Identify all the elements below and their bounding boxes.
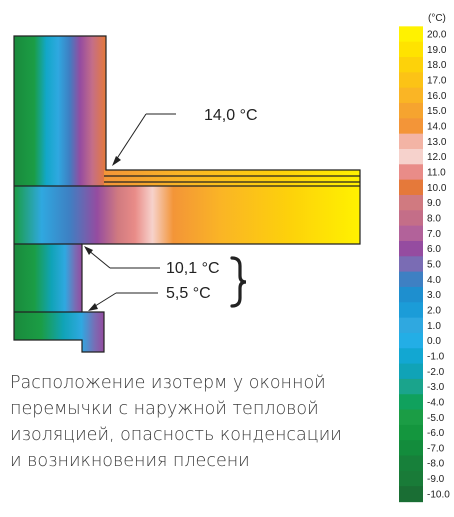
annotation-top: 14,0 °C: [112, 107, 258, 166]
temperature-scale: (°C) 20.0 19.0 18.0 17.0 16.0 15.0 14.0 13.0 12.…: [399, 13, 450, 503]
scale-label: -10.0: [427, 489, 450, 500]
scale-label: 9.0: [427, 198, 441, 209]
scale-swatch: [399, 179, 423, 196]
caption-line-4: и возникновения плесени: [10, 451, 250, 471]
scale-swatch: [399, 41, 423, 58]
caption-line-2: перемычки с наружной тепловой: [10, 399, 319, 419]
scale-swatch: [399, 286, 423, 303]
scale-label: -7.0: [427, 443, 445, 454]
scale-label: 19.0: [427, 45, 447, 56]
scale-swatch: [399, 26, 423, 43]
scale-label: 6.0: [427, 244, 441, 255]
scale-swatch: [399, 271, 423, 288]
caption-line-3: изоляцией, опасность конденсации: [10, 425, 342, 445]
scale-label: 10.0: [427, 183, 447, 194]
lintel-beam: [14, 186, 360, 244]
scale-label: -4.0: [427, 397, 445, 408]
scale-label: 18.0: [427, 60, 447, 71]
scale-label: 20.0: [427, 30, 447, 41]
scale-swatch: [399, 470, 423, 487]
upper-wall: [14, 36, 106, 186]
scale-swatch: [399, 440, 423, 457]
scale-label: 2.0: [427, 305, 441, 316]
scale-swatch: [399, 256, 423, 273]
scale-label: 8.0: [427, 213, 441, 224]
scale-swatch: [399, 240, 423, 257]
caption: Расположение изотерм у оконной перемычки…: [10, 370, 390, 474]
scale-swatch: [399, 102, 423, 119]
scale-label: -5.0: [427, 413, 445, 424]
scale-label: 3.0: [427, 290, 441, 301]
scale-label: 5.0: [427, 259, 441, 270]
annotation-low: 5,5 °C: [88, 285, 211, 311]
annotation-top-label: 14,0 °C: [204, 107, 258, 124]
scale-swatch: [399, 394, 423, 411]
scale-swatch: [399, 56, 423, 73]
scale-label: 0.0: [427, 336, 441, 347]
scale-swatch: [399, 363, 423, 380]
scale-label: 12.0: [427, 152, 447, 163]
annotation-mid-label: 10,1 °C: [166, 260, 220, 277]
scale-swatch: [399, 118, 423, 135]
scale-label: 15.0: [427, 106, 447, 117]
construction-outline: [13, 35, 361, 353]
scale-swatch: [399, 225, 423, 242]
scale-label: 7.0: [427, 229, 441, 240]
scale-label: -8.0: [427, 459, 445, 470]
scale-swatch: [399, 194, 423, 211]
scale-swatch: [399, 148, 423, 165]
scale-swatch: [399, 133, 423, 150]
scale-label: 17.0: [427, 75, 447, 86]
scale-swatch: [399, 348, 423, 365]
scale-label: -6.0: [427, 428, 445, 439]
scale-label: 14.0: [427, 121, 447, 132]
scale-swatch: [399, 317, 423, 334]
scale-label: 13.0: [427, 137, 447, 148]
scale-swatch: [399, 302, 423, 319]
scale-label: -1.0: [427, 351, 445, 362]
scale-swatch: [399, 164, 423, 181]
scale-label: 16.0: [427, 91, 447, 102]
scale-swatch: [399, 210, 423, 227]
annotation-low-label: 5,5 °C: [166, 285, 211, 302]
annotation-mid: 10,1 °C: [84, 246, 220, 277]
caption-line-1: Расположение изотерм у оконной: [10, 373, 326, 393]
scale-swatch: [399, 455, 423, 472]
scale-label: -9.0: [427, 474, 445, 485]
scale-label: 1.0: [427, 321, 441, 332]
scale-label: 4.0: [427, 275, 441, 286]
brace: [230, 256, 247, 308]
scale-label: -3.0: [427, 382, 445, 393]
sill: [14, 312, 104, 352]
lower-wall: [14, 244, 82, 312]
scale-unit: (°C): [428, 13, 446, 24]
scale-swatch: [399, 486, 423, 503]
scale-label: 11.0: [427, 167, 446, 178]
scale-swatch: [399, 332, 423, 349]
scale-swatch: [399, 72, 423, 89]
scale-swatch: [399, 87, 423, 104]
scale-swatch: [399, 409, 423, 426]
scale-label: -2.0: [427, 367, 445, 378]
scale-swatch: [399, 378, 423, 395]
window-slab: [104, 170, 360, 186]
scale-swatch: [399, 424, 423, 441]
